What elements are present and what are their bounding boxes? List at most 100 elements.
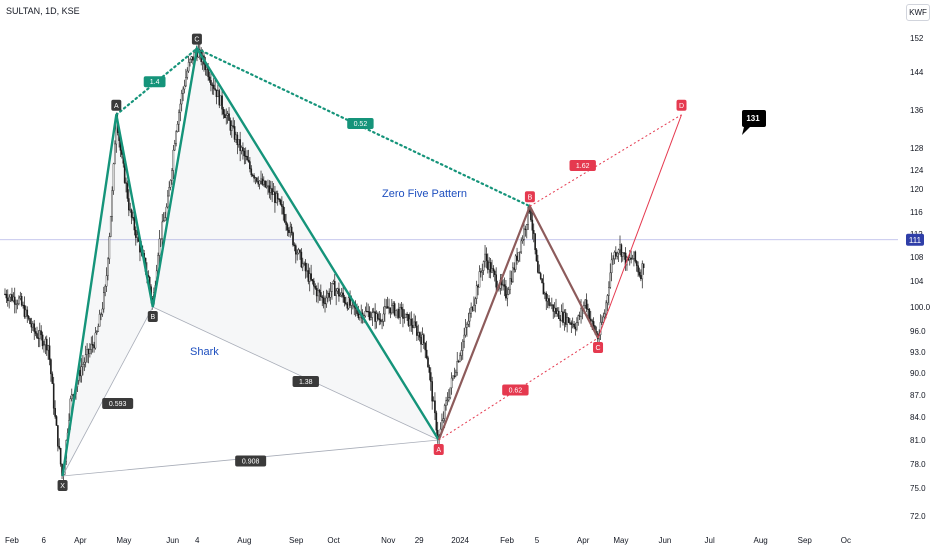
candle-body <box>382 313 385 322</box>
candle-body <box>59 447 62 465</box>
candle-body <box>340 292 343 296</box>
candle-body <box>54 408 56 417</box>
candle-body <box>425 349 428 358</box>
candle-body <box>283 213 286 222</box>
candle-body <box>215 89 218 98</box>
candle-body <box>30 323 33 328</box>
y-tick-label: 108 <box>910 253 924 262</box>
y-tick-label: 104 <box>910 277 924 286</box>
candle-body <box>446 399 449 401</box>
candle-body <box>449 387 452 398</box>
candle-body <box>635 261 638 266</box>
candle-body <box>37 337 40 339</box>
candle-body <box>250 168 253 176</box>
ratio-label-xa: 0.908 <box>242 459 260 466</box>
candle-body <box>402 309 404 319</box>
candle-body <box>86 349 88 355</box>
candle-body <box>502 284 504 286</box>
candle-body <box>226 113 229 116</box>
candle-body <box>531 219 534 231</box>
candle-body <box>186 70 189 78</box>
candle-body <box>584 299 587 306</box>
x-tick-label: 29 <box>415 536 424 545</box>
candle-body <box>125 182 127 184</box>
candle-body <box>246 156 248 161</box>
candle-body <box>132 217 134 219</box>
candle-body <box>295 245 297 255</box>
candle-body <box>26 309 29 317</box>
x-tick-label: Jun <box>166 536 179 545</box>
candle-body <box>368 311 371 320</box>
target-callout-bg <box>742 110 766 135</box>
candle-body <box>229 120 232 131</box>
candle-body <box>631 258 634 260</box>
candle-body <box>161 221 164 239</box>
candle-body <box>608 287 610 296</box>
candle-body <box>587 308 589 310</box>
candle-body <box>251 174 254 176</box>
currency-button[interactable]: KWF <box>906 4 930 21</box>
candle-body <box>396 308 399 311</box>
candle-body <box>530 211 532 221</box>
candle-body <box>90 344 93 350</box>
current-price-badge: 111 <box>909 236 922 245</box>
candle-body <box>289 226 292 233</box>
candle-body <box>559 318 561 321</box>
candle-body <box>488 262 491 270</box>
candle-body <box>38 330 41 339</box>
candle-body <box>315 288 318 297</box>
candle-body <box>189 59 191 63</box>
candle-body <box>126 183 129 199</box>
candle-body <box>574 326 577 330</box>
candle-body <box>306 270 308 272</box>
candle-body <box>94 332 97 349</box>
candle-body <box>45 338 48 351</box>
candle-body <box>411 325 414 328</box>
candle-body <box>391 304 393 314</box>
x-tick-label: Feb <box>500 536 514 545</box>
candle-body <box>48 345 51 360</box>
candle-body <box>210 80 212 86</box>
candle-body <box>566 317 568 325</box>
candle-body <box>257 181 260 185</box>
candle-body <box>642 263 645 269</box>
candle-body <box>482 261 485 271</box>
candle-body <box>282 206 285 215</box>
candle-body <box>571 323 574 325</box>
candle-body <box>93 345 95 349</box>
candle-body <box>342 292 344 298</box>
candle-body <box>313 280 315 287</box>
candle-body <box>466 324 468 328</box>
candle-body <box>424 342 427 351</box>
candle-body <box>286 224 289 231</box>
candle-body <box>445 400 447 406</box>
x-tick-label: Oc <box>841 536 851 545</box>
y-tick-label: 136 <box>910 106 924 115</box>
candle-body <box>605 302 607 315</box>
ratio-label-zero-bd: 1.62 <box>576 163 590 170</box>
y-tick-label: 96.0 <box>910 327 926 336</box>
candle-body <box>548 298 550 306</box>
zero-five-title: Zero Five Pattern <box>382 188 467 200</box>
candle-body <box>474 298 477 306</box>
candle-body <box>507 289 510 295</box>
candle-body <box>512 267 514 282</box>
candle-body <box>265 186 268 188</box>
candle-body <box>346 303 349 309</box>
candle-body <box>15 303 17 306</box>
y-tick-label: 93.0 <box>910 348 926 357</box>
candle-body <box>442 418 445 421</box>
candle-body <box>416 325 418 336</box>
ratio-label-zero-ac-bg <box>502 384 529 396</box>
candle-body <box>640 275 642 280</box>
candle-body <box>623 252 625 254</box>
x-tick-label: Apr <box>577 536 590 545</box>
candle-body <box>228 113 230 121</box>
candle-body <box>160 238 162 240</box>
candle-body <box>263 180 265 185</box>
candle-body <box>176 123 179 132</box>
candle-body <box>570 322 573 325</box>
candle-body <box>406 313 408 316</box>
candle-body <box>233 126 236 140</box>
